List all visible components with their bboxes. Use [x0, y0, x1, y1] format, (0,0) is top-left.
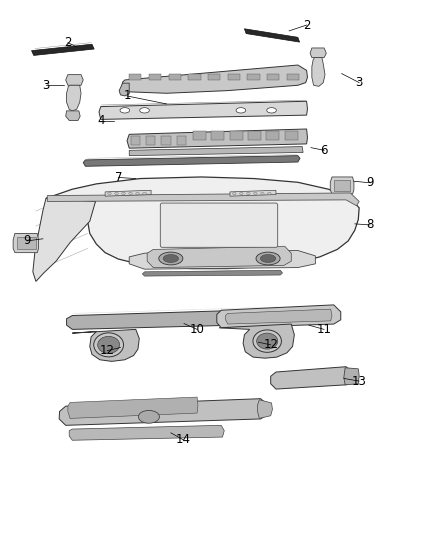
Polygon shape: [188, 74, 201, 80]
Polygon shape: [68, 397, 198, 418]
Ellipse shape: [159, 252, 183, 265]
Polygon shape: [344, 368, 359, 385]
Ellipse shape: [233, 192, 236, 195]
Polygon shape: [66, 75, 83, 85]
Polygon shape: [99, 101, 307, 119]
Polygon shape: [169, 74, 181, 80]
Polygon shape: [219, 324, 294, 358]
Polygon shape: [244, 29, 300, 42]
Text: 13: 13: [352, 375, 367, 387]
Ellipse shape: [253, 330, 281, 352]
Ellipse shape: [240, 192, 243, 195]
Ellipse shape: [136, 192, 139, 195]
Polygon shape: [127, 129, 307, 148]
Polygon shape: [285, 131, 298, 140]
Ellipse shape: [236, 108, 246, 113]
Polygon shape: [119, 83, 129, 96]
Polygon shape: [142, 270, 283, 276]
Polygon shape: [33, 198, 95, 281]
Polygon shape: [149, 74, 161, 80]
Text: 3: 3: [42, 79, 49, 92]
Text: 7: 7: [114, 171, 122, 184]
Polygon shape: [228, 74, 240, 80]
Polygon shape: [267, 74, 279, 80]
Ellipse shape: [140, 108, 149, 113]
Text: 3: 3: [356, 76, 363, 89]
Ellipse shape: [108, 192, 111, 195]
Polygon shape: [129, 147, 303, 156]
Text: 2: 2: [64, 36, 72, 49]
Polygon shape: [161, 136, 171, 145]
Polygon shape: [67, 309, 284, 329]
Text: 8: 8: [367, 219, 374, 231]
Polygon shape: [13, 233, 39, 253]
Ellipse shape: [122, 192, 125, 195]
Polygon shape: [67, 85, 81, 111]
Ellipse shape: [268, 192, 271, 195]
Ellipse shape: [98, 336, 120, 353]
Polygon shape: [17, 237, 36, 249]
Ellipse shape: [163, 255, 178, 263]
Polygon shape: [47, 193, 359, 206]
Ellipse shape: [138, 410, 159, 423]
Polygon shape: [46, 177, 359, 269]
Polygon shape: [147, 246, 291, 268]
Text: 14: 14: [176, 433, 191, 446]
Polygon shape: [32, 44, 94, 55]
Polygon shape: [258, 400, 272, 418]
Ellipse shape: [120, 108, 130, 113]
Text: 12: 12: [263, 338, 278, 351]
Polygon shape: [334, 180, 350, 191]
Polygon shape: [271, 367, 354, 389]
Ellipse shape: [247, 192, 250, 195]
Polygon shape: [230, 190, 276, 196]
Text: 6: 6: [320, 144, 328, 157]
Ellipse shape: [261, 192, 264, 195]
Text: 2: 2: [303, 19, 311, 31]
Polygon shape: [287, 74, 299, 80]
Polygon shape: [122, 65, 307, 93]
Polygon shape: [59, 399, 269, 425]
Polygon shape: [230, 131, 243, 140]
Ellipse shape: [143, 192, 146, 195]
Text: 11: 11: [317, 323, 332, 336]
Polygon shape: [226, 309, 332, 324]
Polygon shape: [217, 305, 341, 328]
Polygon shape: [248, 131, 261, 140]
Polygon shape: [83, 156, 300, 166]
Polygon shape: [208, 74, 220, 80]
Text: 9: 9: [366, 176, 374, 189]
Polygon shape: [310, 48, 326, 58]
Polygon shape: [177, 136, 186, 145]
Polygon shape: [330, 177, 354, 194]
Ellipse shape: [129, 192, 132, 195]
Polygon shape: [66, 111, 80, 120]
Polygon shape: [193, 131, 206, 140]
Polygon shape: [129, 74, 141, 80]
Polygon shape: [266, 131, 279, 140]
Polygon shape: [312, 58, 325, 86]
FancyBboxPatch shape: [160, 203, 278, 247]
Ellipse shape: [260, 255, 276, 263]
Polygon shape: [69, 425, 224, 440]
Ellipse shape: [267, 108, 276, 113]
Ellipse shape: [115, 192, 118, 195]
Polygon shape: [105, 190, 151, 196]
Ellipse shape: [257, 333, 278, 349]
Polygon shape: [146, 136, 155, 145]
Text: 12: 12: [100, 344, 115, 357]
Polygon shape: [131, 136, 140, 145]
Polygon shape: [247, 74, 260, 80]
Text: 1: 1: [123, 90, 131, 102]
Ellipse shape: [254, 192, 257, 195]
Text: 9: 9: [23, 235, 31, 247]
Polygon shape: [211, 131, 224, 140]
Text: 10: 10: [190, 323, 205, 336]
Text: 4: 4: [97, 115, 105, 127]
Polygon shape: [129, 251, 315, 269]
Polygon shape: [72, 329, 139, 361]
Ellipse shape: [94, 333, 124, 357]
Ellipse shape: [256, 252, 280, 265]
